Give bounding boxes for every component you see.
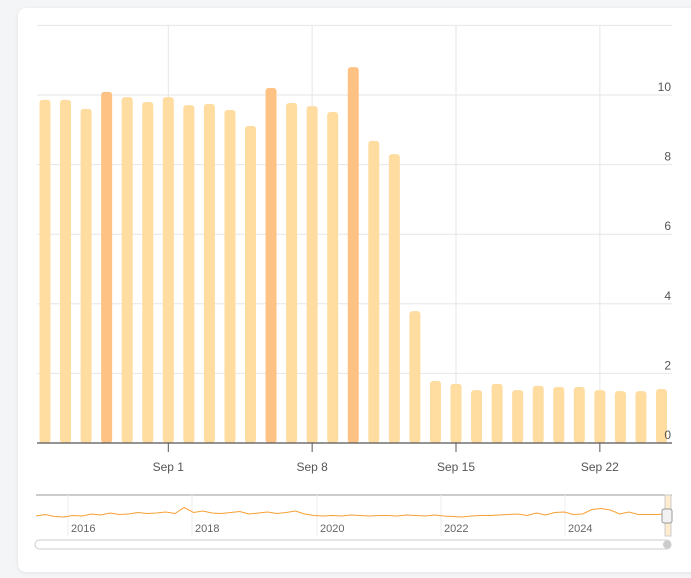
y-tick-label: 2	[664, 358, 671, 372]
x-tick-label: Sep 1	[153, 460, 185, 474]
bar-sep-24	[635, 391, 647, 443]
y-tick-label: 8	[664, 150, 671, 164]
bar-sep-22	[594, 390, 606, 443]
bar-sep-3	[203, 104, 215, 443]
bar-aug-31	[142, 101, 154, 444]
bar-sep-5	[245, 125, 256, 444]
bar-sep-8	[306, 106, 318, 444]
y-tick-label: 0	[664, 428, 671, 442]
bar-sep-18	[512, 390, 524, 443]
bar-sep-12	[388, 154, 400, 443]
bar-sep-6	[265, 88, 277, 443]
bar-sep-19	[532, 385, 544, 443]
x-tick-label: Sep 15	[437, 460, 475, 474]
bar-sep-17	[491, 383, 503, 443]
navigator-scrollbar-track[interactable]	[34, 539, 672, 550]
x-tick-label: Sep 22	[581, 460, 619, 474]
bar-aug-27	[60, 99, 72, 443]
bar-sep-15	[450, 383, 462, 443]
bar-sep-1	[162, 97, 174, 443]
bar-aug-26	[39, 99, 51, 443]
bar-sep-21	[573, 386, 585, 443]
bar-sep-14	[429, 381, 441, 443]
y-tick-label: 4	[664, 289, 671, 303]
navigator-year-label: 2022	[444, 523, 468, 535]
navigator-year-label: 2018	[195, 523, 219, 535]
bar-aug-30	[121, 97, 133, 443]
navigator-handle[interactable]	[661, 508, 673, 524]
bar-sep-7	[286, 103, 298, 443]
bar-sep-9	[327, 112, 339, 443]
bar-sep-23	[614, 391, 626, 443]
bar-sep-4	[224, 109, 236, 444]
bar-sep-11	[368, 140, 380, 443]
bar-sep-13	[409, 311, 421, 443]
bar-aug-29	[101, 91, 113, 444]
navigator-year-label: 2024	[568, 523, 592, 535]
navigator-series-line	[35, 506, 667, 518]
bar-sep-20	[553, 386, 565, 443]
bar-aug-28	[80, 108, 92, 444]
bar-sep-2	[183, 105, 195, 443]
y-tick-label: 10	[658, 80, 672, 94]
bar-sep-16	[471, 390, 483, 443]
x-tick-label: Sep 8	[296, 460, 328, 474]
navigator-year-label: 2020	[320, 523, 344, 535]
navigator-scrollbar-thumb[interactable]	[663, 540, 671, 549]
bar-sep-10	[347, 67, 359, 443]
y-tick-label: 6	[664, 219, 671, 233]
navigator-year-label: 2016	[71, 523, 95, 535]
bar-sep-25	[656, 389, 667, 443]
